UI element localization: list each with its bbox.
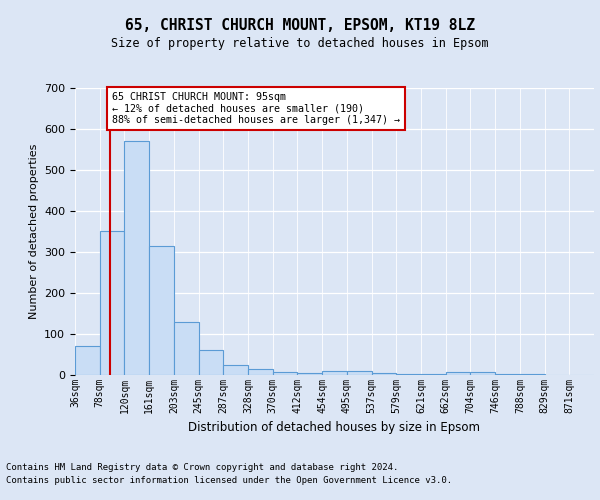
Bar [396, 374, 421, 375]
Bar [199, 350, 223, 375]
Bar [495, 374, 520, 375]
X-axis label: Distribution of detached houses by size in Epsom: Distribution of detached houses by size … [188, 422, 481, 434]
Bar [100, 231, 124, 375]
Bar [421, 374, 446, 375]
Bar [446, 372, 470, 375]
Bar [520, 374, 545, 375]
Text: 65, CHRIST CHURCH MOUNT, EPSOM, KT19 8LZ: 65, CHRIST CHURCH MOUNT, EPSOM, KT19 8LZ [125, 18, 475, 32]
Bar [470, 372, 495, 375]
Bar [174, 322, 199, 375]
Text: Size of property relative to detached houses in Epsom: Size of property relative to detached ho… [111, 38, 489, 51]
Y-axis label: Number of detached properties: Number of detached properties [29, 144, 38, 319]
Bar [273, 372, 298, 375]
Bar [298, 373, 322, 375]
Text: 65 CHRIST CHURCH MOUNT: 95sqm
← 12% of detached houses are smaller (190)
88% of : 65 CHRIST CHURCH MOUNT: 95sqm ← 12% of d… [112, 92, 400, 125]
Bar [347, 371, 371, 375]
Bar [223, 364, 248, 375]
Bar [75, 346, 100, 375]
Bar [124, 141, 149, 375]
Text: Contains public sector information licensed under the Open Government Licence v3: Contains public sector information licen… [6, 476, 452, 485]
Text: Contains HM Land Registry data © Crown copyright and database right 2024.: Contains HM Land Registry data © Crown c… [6, 462, 398, 471]
Bar [248, 369, 273, 375]
Bar [322, 371, 347, 375]
Bar [149, 246, 174, 375]
Bar [371, 373, 396, 375]
